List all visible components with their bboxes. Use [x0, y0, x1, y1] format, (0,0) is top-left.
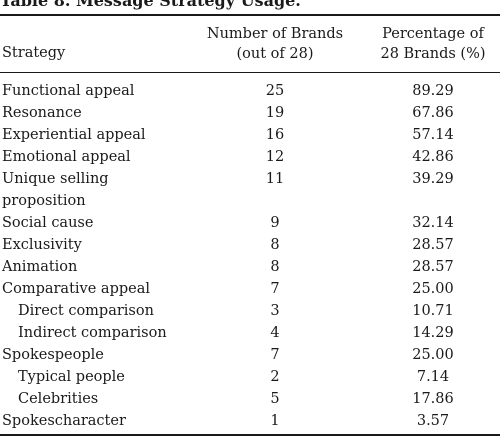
percent-cell: 67.86 [412, 105, 454, 121]
percent-cell: 14.29 [412, 325, 454, 341]
count-cell: 16 [265, 127, 285, 143]
count-cell: 7 [270, 347, 280, 363]
count-cell: 25 [265, 83, 285, 99]
percent-cell: 25.00 [412, 281, 454, 297]
table-row: Spokespeople 7 25.00 [0, 344, 500, 366]
strategy-cell: Comparative appeal [2, 281, 150, 297]
strategy-cell: Animation [2, 259, 78, 275]
strategy-cell: Direct comparison [18, 303, 154, 319]
header-percentage-line2: 28 Brands (%) [380, 46, 486, 62]
percent-cell: 89.29 [412, 83, 454, 99]
header-number-line1: Number of Brands [206, 26, 344, 42]
count-cell: 8 [270, 237, 280, 253]
count-cell: 9 [270, 215, 280, 231]
percent-cell: 32.14 [412, 215, 454, 231]
percent-cell: 17.86 [412, 391, 454, 407]
count-cell: 7 [270, 281, 280, 297]
percent-cell: 25.00 [412, 347, 454, 363]
table-row: Social cause 9 32.14 [0, 212, 500, 234]
count-cell: 2 [270, 369, 280, 385]
table-body: Functional appeal 25 89.29 Resonance 19 … [0, 80, 500, 432]
header-percentage: Percentage of 28 Brands (%) [368, 24, 498, 64]
strategy-cell: Spokescharacter [2, 413, 126, 429]
table-row: Celebrities 5 17.86 [0, 388, 500, 410]
strategy-cell: Emotional appeal [2, 149, 131, 165]
strategy-cell: Exclusivity [2, 237, 82, 253]
table-top-rule [0, 14, 500, 16]
table-caption: Table 8. Message Strategy Usage. [0, 0, 301, 10]
table-row: Comparative appeal 7 25.00 [0, 278, 500, 300]
count-cell: 12 [265, 149, 285, 165]
table-row: Exclusivity 8 28.57 [0, 234, 500, 256]
count-cell: 19 [265, 105, 285, 121]
table-row: Typical people 2 7.14 [0, 366, 500, 388]
percent-cell: 3.57 [416, 413, 450, 429]
count-cell: 1 [270, 413, 280, 429]
strategy-cell: Functional appeal [2, 83, 135, 99]
strategy-cell: Unique selling proposition [2, 171, 109, 209]
percent-cell: 57.14 [412, 127, 454, 143]
table-row: Indirect comparison 4 14.29 [0, 322, 500, 344]
percent-cell: 39.29 [412, 171, 454, 187]
header-percentage-line1: Percentage of [382, 26, 484, 42]
count-cell: 11 [265, 171, 285, 187]
table-row: Experiential appeal 16 57.14 [0, 124, 500, 146]
header-strategy: Strategy [2, 45, 66, 61]
table-header-rule [0, 72, 500, 73]
count-cell: 5 [270, 391, 280, 407]
table-bottom-rule [0, 434, 500, 436]
percent-cell: 42.86 [412, 149, 454, 165]
strategy-cell: Experiential appeal [2, 127, 146, 143]
table-row: Spokescharacter 1 3.57 [0, 410, 500, 432]
strategy-cell: Resonance [2, 105, 82, 121]
percent-cell: 7.14 [416, 369, 450, 385]
table-row: Functional appeal 25 89.29 [0, 80, 500, 102]
strategy-cell: Celebrities [18, 391, 99, 407]
count-cell: 3 [270, 303, 280, 319]
strategy-cell: Typical people [18, 369, 125, 385]
header-number-line2: (out of 28) [236, 46, 314, 62]
header-number-of-brands: Number of Brands (out of 28) [190, 24, 360, 64]
table-row: Unique selling proposition 11 39.29 [0, 168, 500, 212]
percent-cell: 10.71 [412, 303, 454, 319]
strategy-cell: Spokespeople [2, 347, 104, 363]
percent-cell: 28.57 [412, 259, 454, 275]
count-cell: 8 [270, 259, 280, 275]
table-row: Emotional appeal 12 42.86 [0, 146, 500, 168]
percent-cell: 28.57 [412, 237, 454, 253]
table-row: Resonance 19 67.86 [0, 102, 500, 124]
table-row: Animation 8 28.57 [0, 256, 500, 278]
strategy-cell: Indirect comparison [18, 325, 167, 341]
strategy-cell: Social cause [2, 215, 94, 231]
table-row: Direct comparison 3 10.71 [0, 300, 500, 322]
count-cell: 4 [270, 325, 280, 341]
